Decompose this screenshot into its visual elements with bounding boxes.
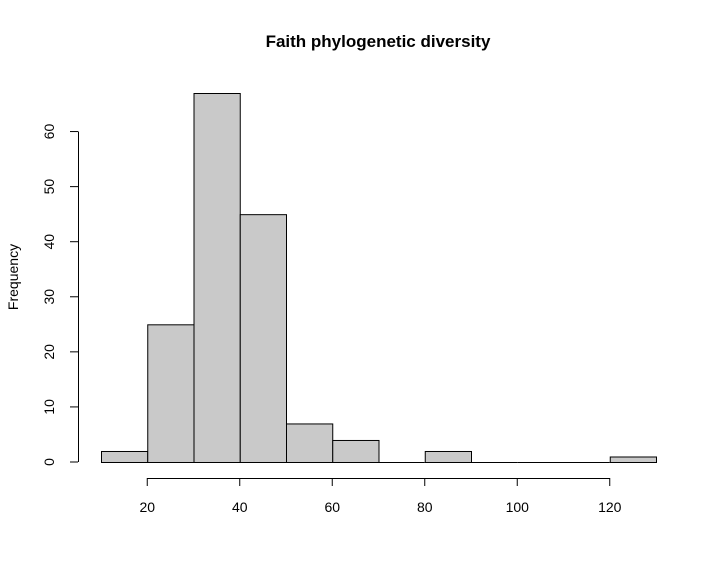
- histogram-bar-3: [239, 214, 287, 463]
- x-tick-label-20: 20: [139, 499, 155, 515]
- x-tick-label-80: 80: [417, 499, 433, 515]
- histogram-bar-1: [147, 324, 195, 464]
- y-tick-label-40: 40: [41, 234, 57, 250]
- x-tick-label-60: 60: [324, 499, 340, 515]
- y-axis: 0 10 20 30 40 50 60: [41, 124, 79, 466]
- chart-title: Faith phylogenetic diversity: [266, 32, 491, 51]
- histogram-bar-2: [193, 93, 241, 463]
- y-tick-label-10: 10: [41, 399, 57, 415]
- y-axis-title: Frequency: [5, 244, 21, 310]
- bars-group: [101, 93, 657, 464]
- y-tick-label-0: 0: [41, 458, 57, 466]
- x-tick-label-100: 100: [506, 499, 530, 515]
- x-tick-label-40: 40: [232, 499, 248, 515]
- histogram-bar-4: [286, 423, 334, 463]
- y-tick-label-50: 50: [41, 179, 57, 195]
- x-axis: 20 40 60 80 100 120: [139, 478, 622, 515]
- histogram-bar-5: [332, 439, 380, 464]
- y-tick-label-20: 20: [41, 344, 57, 360]
- histogram-bar-7: [424, 450, 472, 464]
- y-tick-label-30: 30: [41, 289, 57, 305]
- x-tick-label-120: 120: [598, 499, 622, 515]
- y-tick-label-60: 60: [41, 124, 57, 140]
- histogram-bar-0: [101, 450, 149, 464]
- histogram-bar-11: [609, 456, 657, 463]
